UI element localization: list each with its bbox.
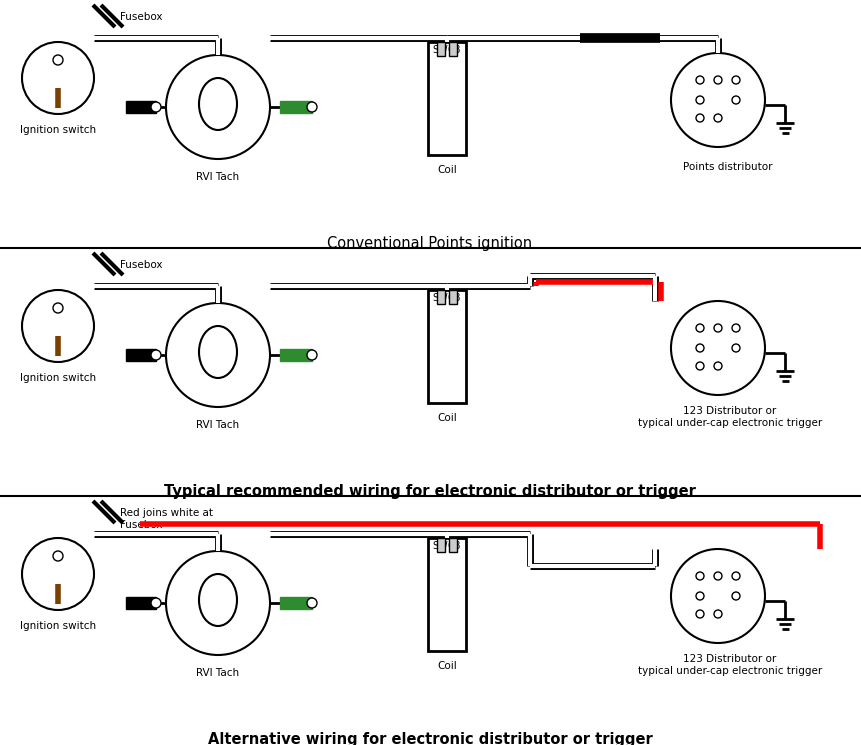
Circle shape (53, 303, 63, 313)
Circle shape (714, 114, 722, 122)
Circle shape (166, 551, 270, 655)
Bar (437, 538, 445, 552)
Bar (428, 538, 466, 651)
Circle shape (151, 350, 161, 360)
Text: Coil: Coil (437, 413, 457, 423)
Text: CB: CB (447, 293, 461, 303)
Circle shape (696, 324, 704, 332)
Text: SW: SW (432, 45, 448, 55)
Bar (280, 349, 312, 361)
Bar (449, 290, 457, 304)
Circle shape (53, 551, 63, 561)
Circle shape (696, 344, 704, 352)
Bar (449, 42, 457, 56)
Circle shape (732, 324, 740, 332)
Circle shape (307, 598, 317, 608)
Text: Conventional Points ignition: Conventional Points ignition (327, 236, 533, 251)
Bar (280, 101, 312, 113)
Circle shape (671, 549, 765, 643)
Text: SW: SW (432, 293, 448, 303)
Circle shape (307, 102, 317, 112)
Text: Typical recommended wiring for electronic distributor or trigger: Typical recommended wiring for electroni… (164, 484, 696, 499)
Text: Ignition switch: Ignition switch (20, 621, 96, 631)
Text: Red joins white at
Fusebox: Red joins white at Fusebox (120, 508, 213, 530)
Circle shape (53, 55, 63, 65)
Circle shape (714, 76, 722, 84)
Bar (126, 349, 156, 361)
Text: RVI Tach: RVI Tach (196, 420, 239, 430)
Circle shape (732, 76, 740, 84)
Circle shape (151, 102, 161, 112)
Text: Ignition switch: Ignition switch (20, 373, 96, 383)
Text: Points distributor: Points distributor (684, 162, 773, 172)
Text: CB: CB (447, 541, 461, 551)
Text: RVI Tach: RVI Tach (196, 172, 239, 182)
Text: Coil: Coil (437, 661, 457, 671)
Circle shape (22, 42, 94, 114)
Circle shape (696, 96, 704, 104)
Circle shape (732, 592, 740, 600)
Bar (126, 597, 156, 609)
Circle shape (671, 53, 765, 147)
Bar (449, 538, 457, 552)
Circle shape (307, 350, 317, 360)
Circle shape (22, 290, 94, 362)
Circle shape (714, 362, 722, 370)
Circle shape (714, 572, 722, 580)
Bar (428, 42, 466, 155)
Bar (280, 597, 312, 609)
Circle shape (732, 96, 740, 104)
Circle shape (696, 114, 704, 122)
Text: Coil: Coil (437, 165, 457, 175)
Circle shape (696, 572, 704, 580)
Bar (428, 290, 466, 403)
Circle shape (151, 598, 161, 608)
Text: Ignition switch: Ignition switch (20, 125, 96, 135)
Circle shape (714, 610, 722, 618)
Text: CB: CB (447, 45, 461, 55)
Text: SW: SW (432, 541, 448, 551)
Circle shape (732, 572, 740, 580)
Circle shape (696, 362, 704, 370)
Circle shape (671, 301, 765, 395)
Circle shape (166, 55, 270, 159)
Bar (437, 42, 445, 56)
Text: 123 Distributor or
typical under-cap electronic trigger: 123 Distributor or typical under-cap ele… (638, 406, 822, 428)
Circle shape (22, 538, 94, 610)
Bar (437, 290, 445, 304)
Text: 123 Distributor or
typical under-cap electronic trigger: 123 Distributor or typical under-cap ele… (638, 654, 822, 676)
Circle shape (696, 76, 704, 84)
Circle shape (696, 592, 704, 600)
Text: Fusebox: Fusebox (120, 12, 163, 22)
Text: Fusebox: Fusebox (120, 260, 163, 270)
Circle shape (714, 324, 722, 332)
Text: RVI Tach: RVI Tach (196, 668, 239, 678)
Circle shape (166, 303, 270, 407)
Circle shape (732, 344, 740, 352)
Circle shape (696, 610, 704, 618)
Text: Alternative wiring for electronic distributor or trigger: Alternative wiring for electronic distri… (208, 732, 653, 745)
Bar (126, 101, 156, 113)
